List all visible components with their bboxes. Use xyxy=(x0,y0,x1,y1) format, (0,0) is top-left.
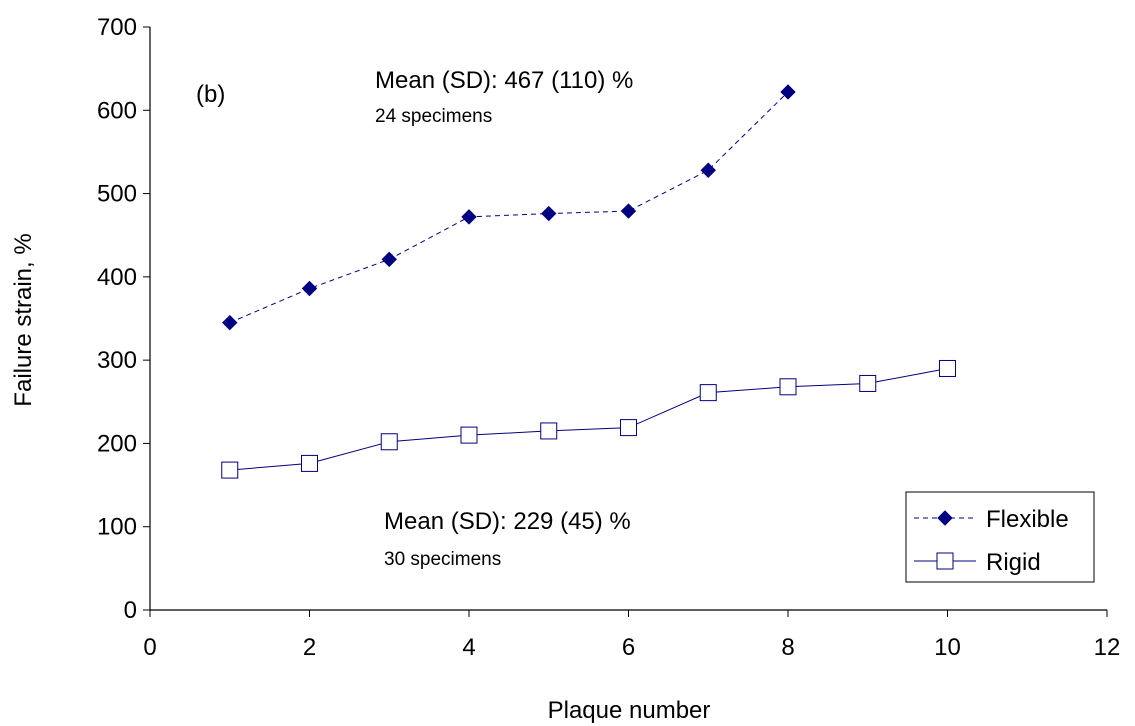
flexible-specimens-annotation: 24 specimens xyxy=(375,106,492,127)
x-tick-label: 12 xyxy=(1094,634,1121,661)
series-flexible-point xyxy=(620,203,637,219)
x-ticks: 0 2 4 6 8 10 12 xyxy=(143,610,1120,661)
series-rigid xyxy=(221,359,956,479)
legend-flexible-marker xyxy=(937,510,953,526)
x-tick-label: 6 xyxy=(622,634,635,661)
flexible-mean-annotation: Mean (SD): 467 (110) % xyxy=(375,67,633,94)
rigid-specimens-annotation: 30 specimens xyxy=(384,549,501,570)
series-rigid-point xyxy=(779,378,797,396)
x-tick-label: 0 xyxy=(143,634,156,661)
series-flexible-point xyxy=(461,209,477,225)
series-flexible-point xyxy=(541,205,557,222)
y-ticks: 0 100 200 300 400 500 600 700 xyxy=(97,14,150,624)
series-rigid-point xyxy=(859,374,877,392)
legend-rigid-label: Rigid xyxy=(986,549,1041,576)
y-tick-label: 300 xyxy=(97,347,137,374)
rigid-mean-annotation: Mean (SD): 229 (45) % xyxy=(384,508,631,535)
series-rigid-point xyxy=(301,454,318,472)
x-tick-label: 4 xyxy=(462,634,475,661)
series-rigid-point xyxy=(620,419,637,437)
y-tick-label: 0 xyxy=(124,597,137,624)
x-tick-label: 2 xyxy=(303,634,316,661)
series-rigid-point xyxy=(221,461,239,479)
y-tick-label: 200 xyxy=(97,430,137,457)
x-axis-title: Plaque number xyxy=(548,697,711,724)
y-axis-title: Failure strain, % xyxy=(10,233,37,406)
legend-flexible-label: Flexible xyxy=(986,506,1069,533)
y-tick-label: 100 xyxy=(97,514,137,541)
y-tick-label: 400 xyxy=(97,264,137,291)
series-layer xyxy=(221,84,956,479)
series-flexible-point xyxy=(700,162,716,178)
series-rigid-point xyxy=(939,359,956,377)
series-flexible-point xyxy=(222,314,238,331)
series-rigid-point xyxy=(540,422,558,440)
panel-label: (b) xyxy=(196,81,225,108)
series-flexible-point xyxy=(301,280,318,297)
y-tick-label: 500 xyxy=(97,181,137,208)
legend: Flexible Rigid xyxy=(905,491,1095,583)
series-rigid-point xyxy=(699,384,717,402)
series-flexible-line xyxy=(229,91,789,324)
series-flexible xyxy=(222,84,796,331)
legend-rigid-marker xyxy=(936,552,954,570)
x-tick-label: 8 xyxy=(781,634,794,661)
series-rigid-point xyxy=(460,426,478,444)
x-tick-label: 10 xyxy=(934,634,961,661)
y-tick-label: 700 xyxy=(97,14,137,41)
series-rigid-line xyxy=(229,367,948,471)
series-flexible-point xyxy=(381,251,397,268)
series-flexible-point xyxy=(780,84,796,100)
series-rigid-point xyxy=(380,433,398,451)
y-tick-label: 600 xyxy=(97,97,137,124)
